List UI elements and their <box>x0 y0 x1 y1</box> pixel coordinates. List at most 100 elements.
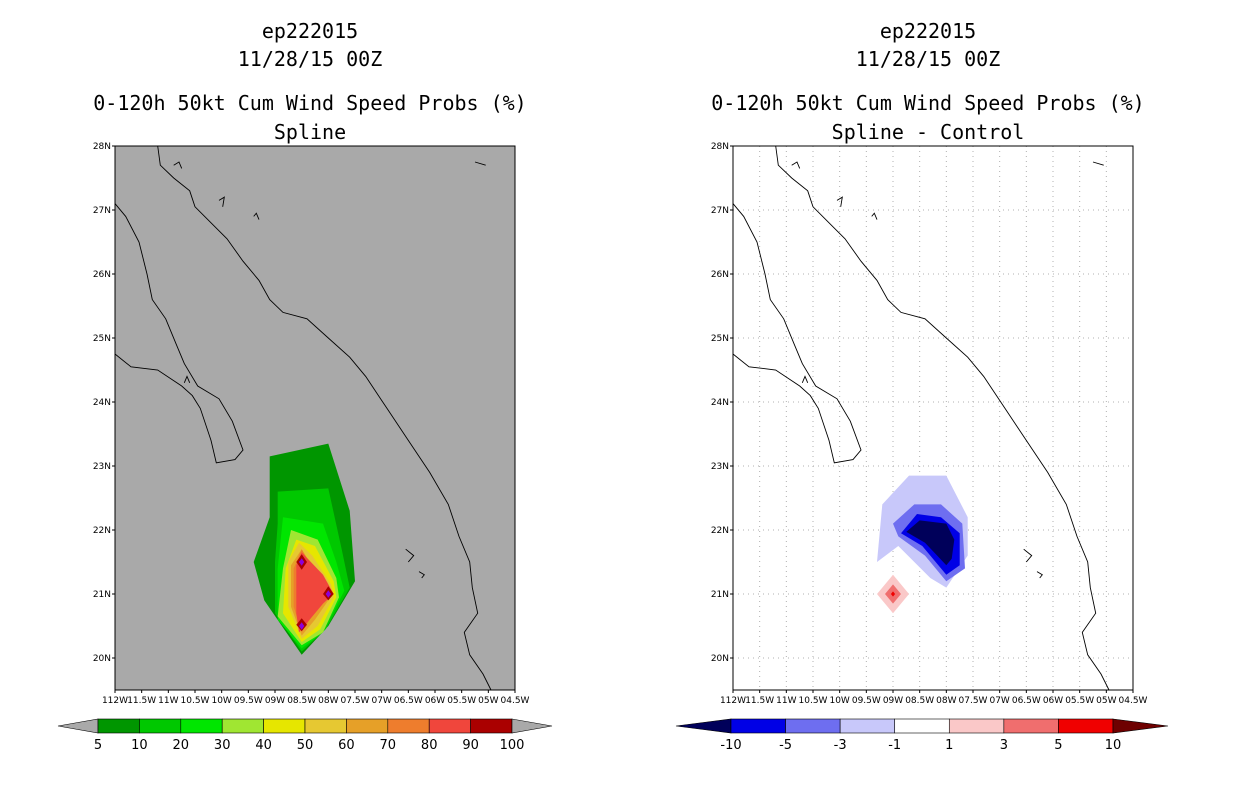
colorbar-over-arrow <box>1112 718 1169 734</box>
y-tick-label: 24N <box>93 398 111 408</box>
colorbar-segment <box>346 718 389 734</box>
colorbar-segment <box>894 718 950 734</box>
y-tick-label: 20N <box>711 654 729 664</box>
colorbar-segment <box>730 718 786 734</box>
coastline-island <box>836 196 843 207</box>
coastline-island <box>183 375 191 383</box>
colorbar-segment <box>180 718 223 734</box>
colorbar-label: 10 <box>131 738 148 753</box>
x-tick-label: 07W <box>989 696 1009 706</box>
y-tick-label: 25N <box>93 334 111 344</box>
left-colorbar: 5 10 20 30 40 50 60 70 80 90 100 <box>57 718 553 753</box>
y-tick-label: 24N <box>711 398 729 408</box>
right-chart-subtitle: Spline - Control <box>831 120 1025 144</box>
x-tick-label: 112W <box>720 696 746 706</box>
colorbar-label: 20 <box>173 738 190 753</box>
coastline-island <box>218 196 225 207</box>
colorbar-label: -10 <box>720 738 741 753</box>
map-frame <box>114 145 516 691</box>
y-tick-label: 27N <box>711 206 729 216</box>
x-tick-label: 11W <box>158 696 178 706</box>
coastline-island <box>801 375 809 383</box>
colorbar-under-arrow <box>57 718 99 734</box>
y-tick-label: 26N <box>93 270 111 280</box>
y-tick-label: 23N <box>93 462 111 472</box>
colorbar-label: 10 <box>1105 738 1122 753</box>
left-storm-id: ep222015 <box>261 19 359 43</box>
x-tick-label: 10W <box>211 696 231 706</box>
y-tick-label: 22N <box>93 526 111 536</box>
x-tick-label: 112W <box>102 696 128 706</box>
colorbar-segment <box>263 718 306 734</box>
colorbar-label: 3 <box>1000 738 1008 753</box>
coastline-island <box>253 212 260 220</box>
y-tick-label: 20N <box>93 654 111 664</box>
colorbar-label: -1 <box>888 738 901 753</box>
right-datetime: 11/28/15 00Z <box>855 47 1001 71</box>
colorbar-label: 80 <box>421 738 438 753</box>
x-tick-label: 09.5W <box>234 696 263 706</box>
x-tick-label: 11.5W <box>745 696 774 706</box>
x-tick-label: 06.5W <box>394 696 423 706</box>
coastline-baja <box>114 203 244 464</box>
colorbar-label: 100 <box>500 738 525 753</box>
x-tick-label: 11.5W <box>127 696 156 706</box>
colorbar-label: 1 <box>945 738 953 753</box>
contour-level-100 <box>299 558 305 566</box>
right-colorbar: -10 -5 -3 -1 1 3 5 10 <box>675 718 1169 753</box>
coastline-island <box>871 212 878 220</box>
colorbar-segment <box>428 718 471 734</box>
colorbar-label: 5 <box>94 738 102 753</box>
left-datetime: 11/28/15 00Z <box>237 47 383 71</box>
x-tick-label: 09W <box>883 696 903 706</box>
colorbar-under-arrow <box>675 718 732 734</box>
colorbar-segment <box>139 718 182 734</box>
contour-level-80 <box>296 552 334 633</box>
left-chart-title: 0-120h 50kt Cum Wind Speed Probs (%) <box>93 91 527 115</box>
coastline-baja <box>732 203 862 464</box>
x-tick-label: 06W <box>1043 696 1063 706</box>
coastline-mainland <box>157 145 492 691</box>
y-tick-label: 27N <box>93 206 111 216</box>
x-tick-label: 05.5W <box>1065 696 1094 706</box>
y-tick-label: 26N <box>711 270 729 280</box>
colorbar-label: -5 <box>779 738 792 753</box>
x-tick-label: 10W <box>829 696 849 706</box>
coastline-island <box>791 161 801 169</box>
x-tick-label: 06.5W <box>1012 696 1041 706</box>
colorbar-segment <box>470 718 513 734</box>
contour-level-neg10 <box>906 520 955 566</box>
colorbar-segment <box>387 718 430 734</box>
x-tick-label: 08W <box>936 696 956 706</box>
contour-level-100 <box>325 590 331 598</box>
map-background <box>733 146 1133 690</box>
contour-level-100 <box>299 622 305 630</box>
colorbar-segment <box>221 718 264 734</box>
colorbar-over-arrow <box>511 718 553 734</box>
x-tick-label: 04.5W <box>1119 696 1148 706</box>
right-chart-title: 0-120h 50kt Cum Wind Speed Probs (%) <box>711 91 1145 115</box>
coastline-mainland <box>775 145 1110 691</box>
coastline-island <box>1023 548 1033 563</box>
y-tick-label: 25N <box>711 334 729 344</box>
x-tick-label: 09W <box>265 696 285 706</box>
colorbar-segment <box>1058 718 1114 734</box>
colorbar-label: 5 <box>1054 738 1062 753</box>
x-tick-label: 05W <box>478 696 498 706</box>
x-tick-label: 07W <box>371 696 391 706</box>
y-tick-label: 28N <box>711 142 729 152</box>
map-frame <box>732 145 1134 691</box>
colorbar-label: 70 <box>380 738 397 753</box>
x-tick-label: 11W <box>776 696 796 706</box>
x-tick-label: 06W <box>425 696 445 706</box>
x-tick-label: 04.5W <box>501 696 530 706</box>
x-tick-label: 10.5W <box>799 696 828 706</box>
colorbar-segment <box>839 718 896 734</box>
x-tick-label: 08W <box>318 696 338 706</box>
x-tick-label: 07.5W <box>341 696 370 706</box>
y-tick-label: 28N <box>93 142 111 152</box>
x-tick-label: 08.5W <box>287 696 316 706</box>
y-tick-label: 22N <box>711 526 729 536</box>
x-tick-label: 08.5W <box>905 696 934 706</box>
